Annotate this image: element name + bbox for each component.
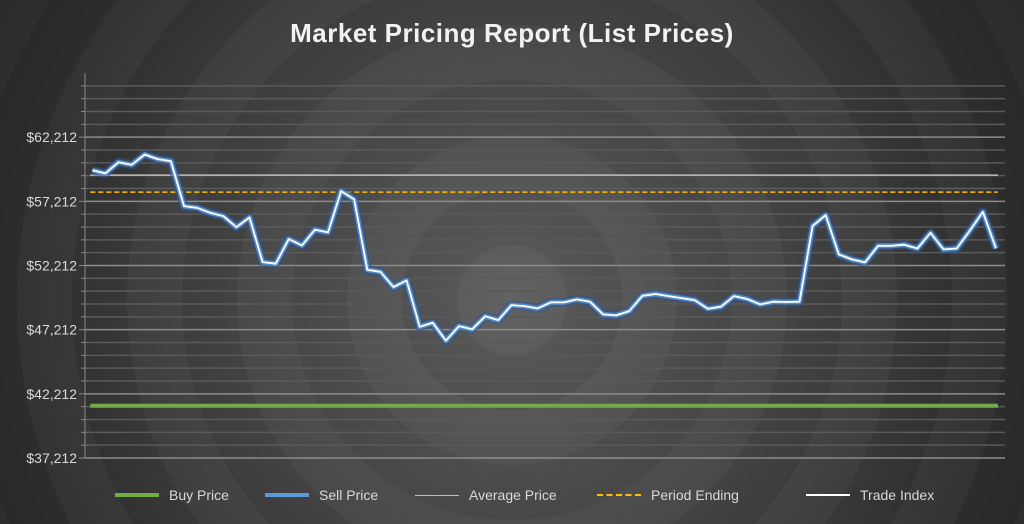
legend-swatch-trade — [806, 494, 850, 496]
legend-label: Period Ending — [651, 487, 739, 503]
y-tick-label: $47,212 — [26, 322, 77, 338]
legend-item-buy-price: Buy Price — [115, 484, 229, 506]
legend-label: Sell Price — [319, 487, 379, 503]
legend-swatch-sell — [265, 493, 309, 497]
y-tick-label: $57,212 — [26, 193, 77, 209]
sell-price-highlight — [92, 153, 997, 342]
chart-title: Market Pricing Report (List Prices) — [290, 18, 734, 48]
legend: Buy Price Sell Price Average Price Perio… — [0, 484, 1024, 506]
sell-price-glow — [91, 150, 1001, 346]
legend-swatch-average — [415, 494, 459, 496]
legend-label: Trade Index — [860, 487, 935, 503]
legend-swatch-buy — [115, 493, 159, 497]
y-tick-label: $52,212 — [26, 258, 77, 274]
y-tick-label: $42,212 — [26, 386, 77, 402]
legend-item-sell-price: Sell Price — [265, 484, 378, 506]
legend-item-period-ending: Period Ending — [597, 484, 739, 506]
legend-label: Buy Price — [169, 487, 229, 503]
legend-label: Average Price — [469, 487, 557, 503]
y-tick-label: $62,212 — [26, 129, 77, 145]
sell-price-line — [91, 152, 999, 344]
legend-swatch-period — [597, 494, 641, 496]
y-tick-label: $37,212 — [26, 450, 77, 466]
legend-item-trade-index: Trade Index — [806, 484, 934, 506]
legend-item-average-price: Average Price — [415, 484, 557, 506]
